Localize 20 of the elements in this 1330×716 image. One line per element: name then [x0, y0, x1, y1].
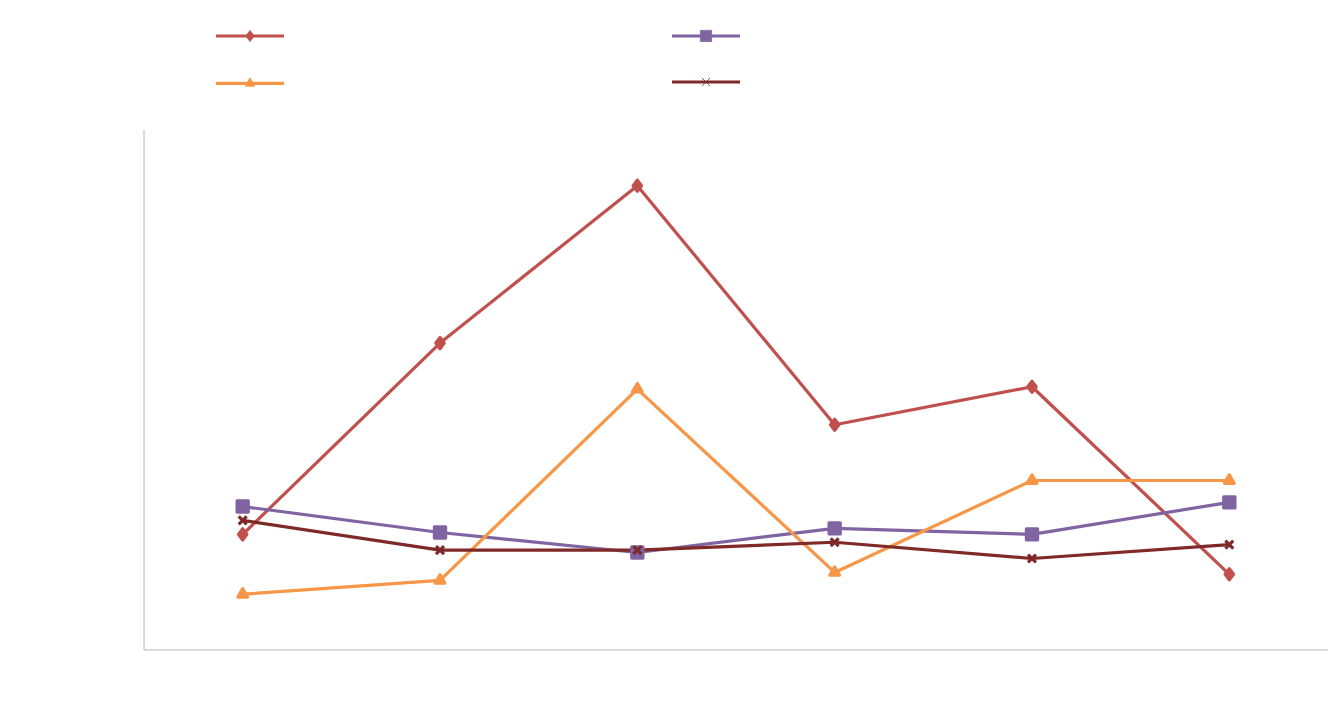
point — [1026, 379, 1038, 394]
point — [1223, 567, 1236, 582]
point — [1222, 495, 1237, 510]
point — [236, 587, 250, 599]
point — [828, 565, 842, 577]
point — [630, 381, 644, 394]
point — [828, 417, 841, 432]
point — [1025, 473, 1039, 485]
point — [1026, 552, 1038, 565]
point — [434, 544, 446, 556]
point — [631, 178, 644, 193]
point — [829, 536, 841, 548]
point — [432, 525, 448, 540]
point — [433, 573, 447, 585]
point — [236, 527, 249, 542]
point — [434, 335, 446, 351]
point — [1024, 527, 1040, 542]
point — [1222, 473, 1236, 485]
point — [827, 521, 842, 536]
point — [235, 499, 250, 514]
